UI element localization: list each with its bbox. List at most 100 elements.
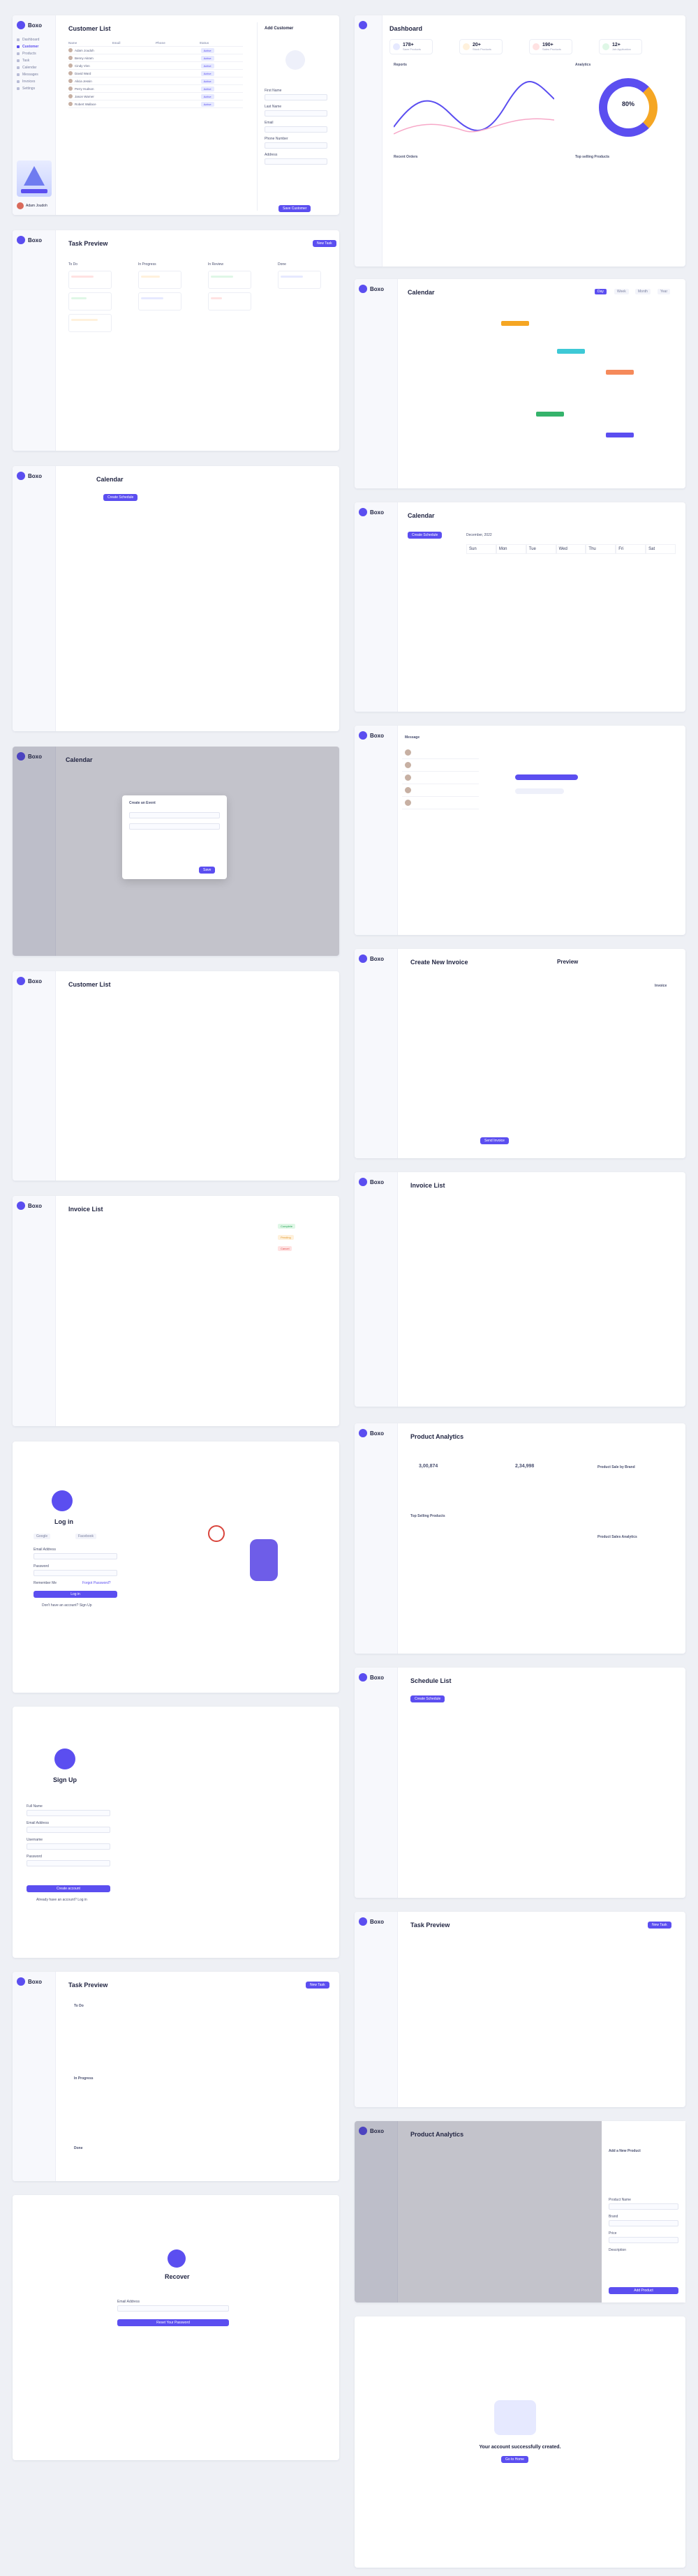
save-event-button[interactable]: Save bbox=[199, 867, 216, 874]
page-title: Create New Invoice bbox=[410, 959, 468, 966]
upgrade-button[interactable] bbox=[21, 189, 47, 193]
task-list-screen: Boxo Task Preview New Task To Do In Prog… bbox=[13, 1972, 339, 2181]
forgot-password-link[interactable]: Forgot Password? bbox=[82, 1581, 111, 1585]
view-day-tab[interactable]: Day bbox=[595, 289, 607, 294]
task-card[interactable] bbox=[278, 271, 321, 289]
task-card[interactable] bbox=[208, 292, 251, 310]
page-title: Task Preview bbox=[410, 1922, 450, 1929]
home-button[interactable]: Go to Home bbox=[501, 2456, 528, 2463]
calendar-year-screen: Boxo Calendar Create Schedule bbox=[13, 466, 339, 731]
last-name-field[interactable] bbox=[265, 110, 327, 117]
calendar-event[interactable] bbox=[606, 433, 634, 437]
status-badge: Complete bbox=[278, 1224, 296, 1229]
table-row[interactable]: Perry Hudson Active bbox=[68, 85, 243, 93]
table-row[interactable]: Jason Warner Active bbox=[68, 93, 243, 100]
task-preview-screen: Boxo Task Preview New Task To Do In Prog… bbox=[13, 230, 339, 451]
nav-calendar[interactable]: Calendar bbox=[17, 64, 51, 71]
total-return-value: 2,34,998 bbox=[515, 1464, 535, 1469]
username-field[interactable] bbox=[27, 1843, 110, 1850]
success-screen: Your account successfully created. Go to… bbox=[355, 2316, 685, 2568]
table-row[interactable]: Alicia Jessin Active bbox=[68, 77, 243, 85]
brand-field[interactable] bbox=[609, 2220, 678, 2226]
calendar-event[interactable] bbox=[557, 349, 585, 354]
calendar-event[interactable] bbox=[501, 321, 529, 326]
price-field[interactable] bbox=[609, 2237, 678, 2243]
stat-card: 20+ Stock Products bbox=[459, 39, 503, 54]
dashboard-screen: Dashboard 178+ Save Products 20+ Stock Pro… bbox=[355, 15, 685, 267]
create-account-button[interactable]: Create account bbox=[27, 1885, 110, 1892]
conversation-item[interactable] bbox=[402, 784, 479, 797]
user-profile[interactable]: Adam Joudoh bbox=[17, 202, 47, 209]
conversation-item[interactable] bbox=[402, 772, 479, 784]
nav-invoices[interactable]: Invoices bbox=[17, 78, 51, 85]
event-title-field[interactable] bbox=[129, 812, 220, 818]
conversation-item[interactable] bbox=[402, 797, 479, 809]
email-field[interactable] bbox=[265, 126, 327, 133]
product-name-field[interactable] bbox=[609, 2203, 678, 2210]
new-task-button[interactable]: New Task bbox=[313, 240, 336, 247]
remember-me-checkbox[interactable]: Remember Me bbox=[34, 1581, 57, 1585]
view-year-tab[interactable]: Year bbox=[658, 289, 671, 294]
send-invoice-button[interactable]: Send Invoice bbox=[480, 1137, 509, 1144]
task-card[interactable] bbox=[138, 292, 181, 310]
calendar-event[interactable] bbox=[606, 370, 634, 375]
google-button[interactable]: Google bbox=[34, 1534, 51, 1539]
address-field[interactable] bbox=[265, 158, 327, 165]
new-task-button[interactable]: New Task bbox=[306, 1982, 329, 1989]
product-analytics-screen: Boxo Product Analytics 3,00,874 2,34,998… bbox=[355, 1423, 685, 1654]
login-button[interactable]: Log in bbox=[34, 1591, 117, 1598]
conversation-item[interactable] bbox=[402, 747, 479, 759]
nav-settings[interactable]: Settings bbox=[17, 85, 51, 92]
sidebar: Boxo bbox=[13, 466, 56, 731]
new-task-button[interactable]: New Task bbox=[648, 1922, 671, 1929]
price-label: Price bbox=[609, 2231, 617, 2236]
brand-label: Brand bbox=[609, 2215, 618, 2219]
camera-icon[interactable] bbox=[285, 50, 305, 70]
email-label: Email Address bbox=[117, 2300, 140, 2304]
first-name-field[interactable] bbox=[265, 94, 327, 100]
nav-task[interactable]: Task bbox=[17, 57, 51, 64]
facebook-button[interactable]: Facebook bbox=[75, 1534, 96, 1539]
task-card[interactable] bbox=[208, 271, 251, 289]
nav-dashboard[interactable]: Dashboard bbox=[17, 36, 51, 43]
kanban-column bbox=[68, 271, 112, 336]
add-product-button[interactable]: Add Product bbox=[609, 2287, 678, 2294]
nav-products[interactable]: Products bbox=[17, 50, 51, 57]
email-field[interactable] bbox=[34, 1553, 117, 1559]
task-card[interactable] bbox=[68, 292, 112, 310]
password-field[interactable] bbox=[27, 1860, 110, 1866]
reports-title: Reports bbox=[394, 63, 407, 67]
calendar-event[interactable] bbox=[536, 412, 564, 417]
email-field[interactable] bbox=[27, 1827, 110, 1833]
view-month-tab[interactable]: Month bbox=[635, 289, 651, 294]
save-customer-button[interactable]: Save Customer bbox=[279, 205, 311, 212]
table-row[interactable]: Cindy Vinn Active bbox=[68, 62, 243, 70]
table-row[interactable]: David Ward Active bbox=[68, 70, 243, 77]
table-row[interactable]: Adam Joudoh Active bbox=[68, 47, 243, 54]
customer-profile-screen: Boxo Customer List bbox=[13, 971, 339, 1181]
nav-messages[interactable]: Messages bbox=[17, 71, 51, 78]
event-date-field[interactable] bbox=[129, 823, 220, 830]
nav-customer[interactable]: Customer bbox=[17, 43, 51, 50]
create-schedule-button[interactable]: Create Schedule bbox=[408, 532, 443, 539]
task-timeline-screen: Boxo Task Preview New Task bbox=[355, 1912, 685, 2107]
create-schedule-button[interactable]: Create Schedule bbox=[410, 1695, 445, 1702]
view-week-tab[interactable]: Week bbox=[614, 289, 629, 294]
password-field[interactable] bbox=[34, 1570, 117, 1576]
table-row[interactable]: Benny Akram Active bbox=[68, 54, 243, 62]
signup-link[interactable]: Don't have an account? Sign Up bbox=[42, 1603, 92, 1608]
create-schedule-button[interactable]: Create Schedule bbox=[103, 494, 138, 501]
table-row[interactable]: Robert Wallace Active bbox=[68, 100, 243, 108]
task-card[interactable] bbox=[138, 271, 181, 289]
reset-password-button[interactable]: Reset Your Password bbox=[117, 2319, 229, 2326]
conversation-item[interactable] bbox=[402, 759, 479, 772]
task-card[interactable] bbox=[68, 271, 112, 289]
sales-analytics-title: Product Sales Analytics bbox=[597, 1535, 637, 1539]
analytics-percent: 80% bbox=[621, 100, 634, 107]
email-field[interactable] bbox=[117, 2305, 229, 2312]
phone-field[interactable] bbox=[265, 142, 327, 149]
task-card[interactable] bbox=[68, 314, 112, 332]
full-name-field[interactable] bbox=[27, 1810, 110, 1816]
login-link[interactable]: Already have an account? Log in bbox=[36, 1898, 87, 1902]
